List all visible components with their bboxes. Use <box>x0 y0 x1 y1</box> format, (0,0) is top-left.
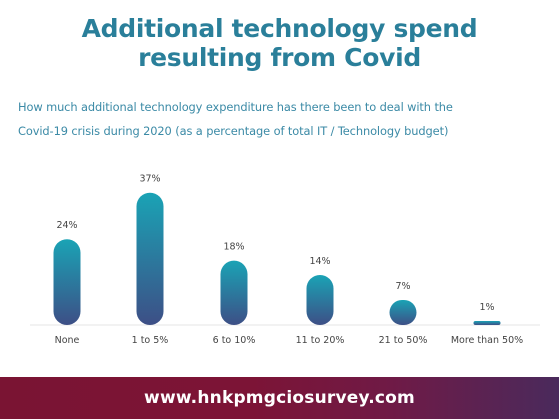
page-title: Additional technology spend resulting fr… <box>0 14 559 72</box>
category-label-1: 1 to 5% <box>132 335 169 346</box>
category-label-2: 6 to 10% <box>213 335 256 346</box>
footer-bar: www.hnkpmgciosurvey.com <box>0 377 559 419</box>
bar-4 <box>389 299 417 325</box>
category-label-3: 11 to 20% <box>296 335 345 346</box>
category-label-0: None <box>55 335 80 346</box>
bar-1 <box>136 192 164 325</box>
chart-subtitle: How much additional technology expenditu… <box>18 95 548 143</box>
subtitle-line-2: Covid-19 crisis during 2020 (as a percen… <box>18 124 449 138</box>
bar-value-label-1: 37% <box>139 174 160 185</box>
bar-chart: 24% None 37% 1 to 5% 18% 6 to 10% 14% 11 to 20%… <box>30 174 540 346</box>
bar-5 <box>473 321 501 325</box>
bar-2 <box>220 260 248 325</box>
bars-group: 24% None 37% 1 to 5% 18% 6 to 10% 14% 11 to 20%… <box>53 174 523 346</box>
bar-value-label-4: 7% <box>395 281 410 292</box>
bar-value-label-5: 1% <box>479 302 494 313</box>
bar-value-label-3: 14% <box>309 256 330 267</box>
category-label-5: More than 50% <box>451 335 523 346</box>
subtitle-line-1: How much additional technology expenditu… <box>18 100 453 114</box>
category-label-4: 21 to 50% <box>379 335 428 346</box>
bar-value-label-2: 18% <box>223 242 244 253</box>
title-line-1: Additional technology spend <box>81 14 478 43</box>
title-line-2: resulting from Covid <box>138 43 421 72</box>
bar-value-label-0: 24% <box>56 220 77 231</box>
bar-3 <box>306 274 334 325</box>
bar-0 <box>53 239 81 325</box>
footer-url-link[interactable]: www.hnkpmgciosurvey.com <box>144 388 415 408</box>
